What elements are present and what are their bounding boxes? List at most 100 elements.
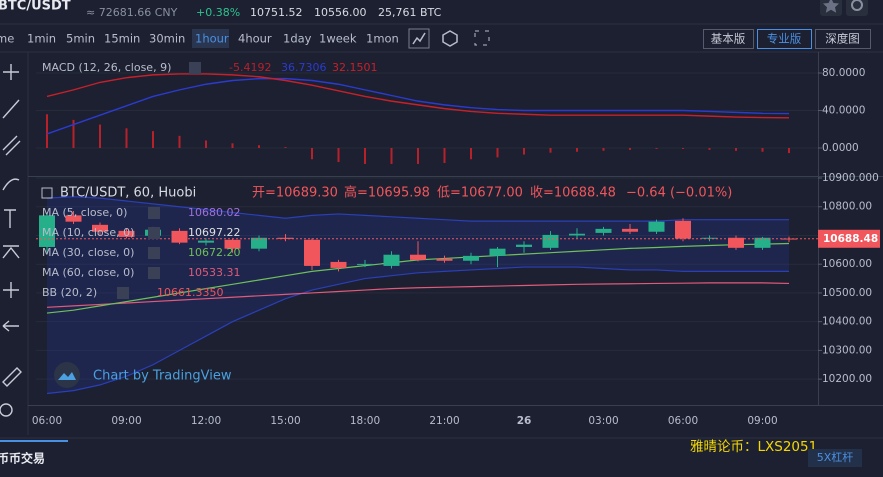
leverage-label: 5X杠杆 (817, 450, 854, 464)
candle-body (489, 248, 506, 256)
indicator-name: MA (30, close, 0) (42, 246, 134, 259)
indicator-line (46, 282, 790, 308)
x-tick-label: 12:00 (191, 415, 221, 427)
ohlc-summary: 低=10677.00 (437, 186, 523, 201)
interval-button[interactable]: 1min (27, 32, 56, 46)
histogram-bar (337, 148, 340, 163)
interval-button[interactable]: me (0, 32, 14, 46)
indicator-settings[interactable] (148, 247, 160, 259)
histogram-bar (205, 140, 207, 148)
fullscreen-button[interactable] (474, 30, 490, 46)
candle-body (251, 237, 267, 249)
candle-body (118, 230, 135, 237)
pattern-tool[interactable] (2, 245, 20, 259)
view-button[interactable] (703, 29, 754, 49)
view-button[interactable] (815, 29, 871, 49)
histogram-bar (231, 143, 234, 148)
interval-button[interactable]: 5min (66, 32, 95, 46)
ohlc-summary: −0.64 (−0.01%) (626, 186, 732, 201)
plot-area: 10900.00010800.0010700.0010600.0010500.0… (32, 61, 880, 427)
y-tick-label: 10500.00 (822, 287, 872, 299)
settings-button[interactable] (846, 0, 868, 16)
change: +0.38% (196, 6, 240, 19)
view-label: 深度图 (825, 32, 860, 46)
candle-body (330, 261, 347, 268)
candle-body (754, 237, 771, 248)
macd-line (46, 73, 790, 119)
indicator-value: 32.1501 (332, 61, 378, 74)
footer-tab[interactable]: 币币交易 (0, 451, 45, 466)
indicator-settings[interactable] (148, 227, 160, 239)
last-price-tag (818, 229, 880, 248)
indicator-settings[interactable] (117, 287, 129, 299)
histogram-bar (682, 148, 684, 149)
histogram-bar (99, 124, 101, 148)
star-icon (823, 0, 839, 13)
histogram-bar (417, 148, 419, 164)
brush-tool[interactable] (2, 178, 20, 191)
histogram-bar (629, 148, 631, 150)
indicator-line (46, 196, 789, 222)
candle-body (92, 224, 108, 232)
candle-body (675, 220, 691, 239)
chart-type-icon (412, 32, 426, 45)
y-tick-label: 0.0000 (822, 142, 859, 154)
channel-tool[interactable] (2, 135, 21, 156)
indicator-settings[interactable] (148, 207, 160, 219)
x-tick-label: 21:00 (429, 415, 459, 427)
view-label: 基本版 (711, 32, 746, 46)
y-tick-label: 80.0000 (822, 67, 865, 79)
back-tool[interactable] (2, 320, 19, 332)
ohlc-summary: 高=10695.98 (344, 185, 430, 201)
histogram-bar (655, 148, 658, 149)
zoom-tool[interactable] (0, 403, 13, 417)
indicator-name: MA (60, close, 0) (42, 266, 134, 279)
histogram-bar (152, 131, 154, 148)
interval-button[interactable]: 15min (104, 32, 140, 46)
histogram-bar (364, 148, 366, 164)
interval-button[interactable]: 1week (319, 32, 357, 46)
leverage-button[interactable] (808, 449, 862, 467)
indicator-settings[interactable] (148, 267, 160, 279)
ruler-tool[interactable] (2, 367, 22, 387)
candle-body (224, 239, 241, 249)
candle-body (728, 237, 744, 248)
x-tick-label: 03:00 (588, 415, 618, 427)
interval-button[interactable]: 1day (283, 32, 312, 46)
collapse-icon[interactable] (41, 187, 53, 199)
tradingview-logo-mark (58, 372, 76, 380)
interval-button[interactable]: 4hour (238, 32, 272, 46)
view-label: 专业版 (767, 32, 802, 46)
macd-line (46, 77, 790, 135)
indicator-value: 36.7306 (281, 61, 327, 74)
interval-button[interactable]: 1hour (195, 32, 229, 46)
histogram-bar (72, 119, 75, 148)
low-24h: 10556.00 (314, 6, 367, 19)
indicator-button[interactable] (442, 30, 458, 47)
indicator-settings[interactable] (189, 62, 201, 74)
fib-tool[interactable] (3, 282, 19, 298)
x-tick-label: 06:00 (32, 415, 62, 427)
histogram-bar (788, 148, 790, 154)
ohlc-summary: 开=10689.30 (252, 186, 338, 201)
tradingview-logo (54, 362, 80, 388)
candle-body (357, 263, 373, 265)
indicator-value: 10533.31 (188, 266, 241, 279)
ohlc-summary: 收=10688.48 (530, 186, 616, 201)
drawing-tools (0, 64, 22, 417)
histogram-bar (258, 145, 260, 148)
volume-24h: 25,761 BTC (378, 6, 442, 19)
indicator-name: MA (10, close, 0) (42, 226, 134, 239)
view-button[interactable] (757, 29, 812, 49)
interval-button[interactable]: 30min (149, 32, 185, 46)
histogram-bar (735, 148, 737, 151)
histogram-bar (284, 147, 287, 148)
histogram-bar (549, 148, 552, 153)
crosshair-tool[interactable] (3, 64, 19, 80)
interval-button[interactable]: 1mon (366, 32, 399, 46)
chart-type-button[interactable] (408, 28, 430, 49)
y-tick-label: 10800.00 (822, 201, 872, 213)
histogram-bar (125, 128, 128, 148)
trendline-tool[interactable] (2, 99, 20, 119)
text-tool[interactable] (4, 209, 16, 228)
